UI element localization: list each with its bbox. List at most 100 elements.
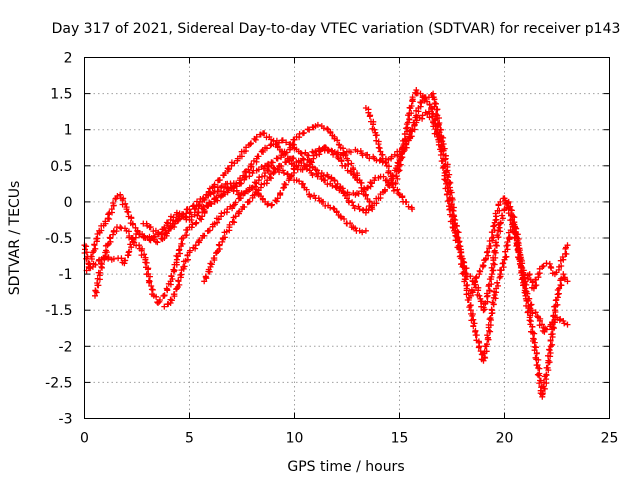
- data-point-trace: [357, 148, 366, 159]
- data-point: [306, 126, 313, 133]
- data-point-trace: [532, 274, 542, 289]
- data-point-trace: [373, 156, 384, 164]
- data-point: [346, 191, 353, 198]
- data-point-trace: [195, 237, 203, 246]
- data-point-trace: [256, 173, 268, 181]
- data-point: [428, 105, 434, 111]
- data-point-trace: [258, 180, 270, 188]
- y-tick-label: 1.5: [50, 87, 72, 103]
- data-point-trace: [529, 309, 541, 320]
- data-point: [302, 162, 308, 169]
- y-tick-label: -2: [59, 339, 73, 355]
- data-point-trace: [301, 126, 311, 136]
- data-point-trace: [174, 265, 187, 290]
- data-point-trace: [543, 346, 554, 378]
- data-point: [201, 278, 208, 285]
- data-point: [551, 307, 558, 314]
- data-point-trace: [322, 177, 331, 188]
- data-point-trace: [526, 271, 536, 291]
- data-point-trace: [347, 220, 355, 231]
- data-point-trace: [110, 196, 119, 209]
- data-point-trace: [351, 203, 362, 212]
- data-point-trace: [396, 144, 408, 168]
- data-point-trace: [250, 167, 260, 174]
- data-point-trace: [329, 182, 339, 190]
- data-point-trace: [182, 210, 190, 220]
- data-point-trace: [492, 221, 504, 246]
- data-point-trace: [232, 182, 240, 190]
- data-point-trace: [186, 203, 196, 213]
- data-point-trace: [153, 293, 161, 306]
- data-point-trace: [270, 164, 278, 172]
- data-point-trace: [131, 239, 140, 249]
- data-point-trace: [114, 193, 121, 199]
- data-point-trace: [105, 254, 112, 262]
- data-point: [173, 209, 180, 216]
- data-point-trace: [556, 316, 564, 324]
- data-point-trace: [305, 148, 317, 159]
- data-point-trace: [164, 301, 172, 308]
- data-point-trace: [464, 273, 476, 284]
- data-point-trace: [513, 237, 525, 269]
- data-point: [556, 285, 563, 292]
- data-point-trace: [249, 184, 262, 197]
- data-point: [192, 206, 199, 213]
- data-point-trace: [161, 280, 174, 299]
- data-point: [136, 242, 143, 249]
- data-point-trace: [213, 188, 222, 201]
- data-point-trace: [150, 233, 158, 241]
- data-point-trace: [502, 236, 513, 261]
- data-point-trace: [352, 225, 360, 234]
- data-point: [419, 112, 426, 119]
- data-point-trace: [526, 317, 538, 342]
- data-point: [413, 87, 420, 93]
- data-point: [299, 180, 306, 187]
- data-point-trace: [202, 266, 213, 282]
- data-point: [274, 195, 281, 202]
- data-point-trace: [279, 150, 291, 162]
- data-point: [396, 162, 403, 169]
- data-point-trace: [274, 143, 283, 153]
- data-point: [283, 159, 290, 166]
- data-point-trace: [155, 229, 165, 237]
- data-point-trace: [539, 373, 550, 398]
- data-point: [356, 206, 363, 213]
- series-sat-g: [362, 87, 571, 400]
- data-point-trace: [289, 136, 298, 149]
- data-point-trace: [98, 222, 107, 234]
- data-point: [192, 242, 199, 249]
- data-point-trace: [359, 229, 366, 236]
- y-tick-label: -1: [59, 267, 73, 283]
- data-point-trace: [118, 225, 128, 232]
- data-point: [333, 184, 340, 191]
- data-point-trace: [86, 264, 94, 272]
- data-point-trace: [297, 149, 309, 157]
- data-point-trace: [480, 293, 491, 313]
- data-point-trace: [399, 193, 407, 205]
- data-point-trace: [293, 163, 301, 173]
- data-point-trace: [327, 204, 337, 212]
- data-point-trace: [218, 181, 229, 189]
- data-point: [476, 292, 483, 299]
- series-sat-f: [201, 155, 416, 285]
- data-point-trace: [299, 163, 310, 173]
- data-point-trace: [254, 147, 267, 160]
- data-point-trace: [288, 165, 298, 179]
- data-point-trace: [310, 151, 323, 159]
- data-point: [564, 278, 571, 285]
- data-point-trace: [182, 226, 191, 239]
- data-point-trace: [530, 338, 542, 369]
- data-point-trace: [315, 195, 323, 204]
- data-point-trace: [364, 151, 377, 162]
- data-point-trace: [320, 125, 331, 132]
- data-point-trace: [336, 185, 343, 194]
- data-point-trace: [242, 142, 252, 154]
- data-point-trace: [118, 255, 126, 266]
- data-point-trace: [129, 221, 141, 235]
- data-point-trace: [447, 187, 457, 219]
- data-point-trace: [557, 257, 565, 269]
- data-point-trace: [137, 231, 147, 240]
- data-point-trace: [472, 273, 480, 282]
- data-point-trace: [391, 186, 402, 197]
- data-point-trace: [188, 221, 196, 231]
